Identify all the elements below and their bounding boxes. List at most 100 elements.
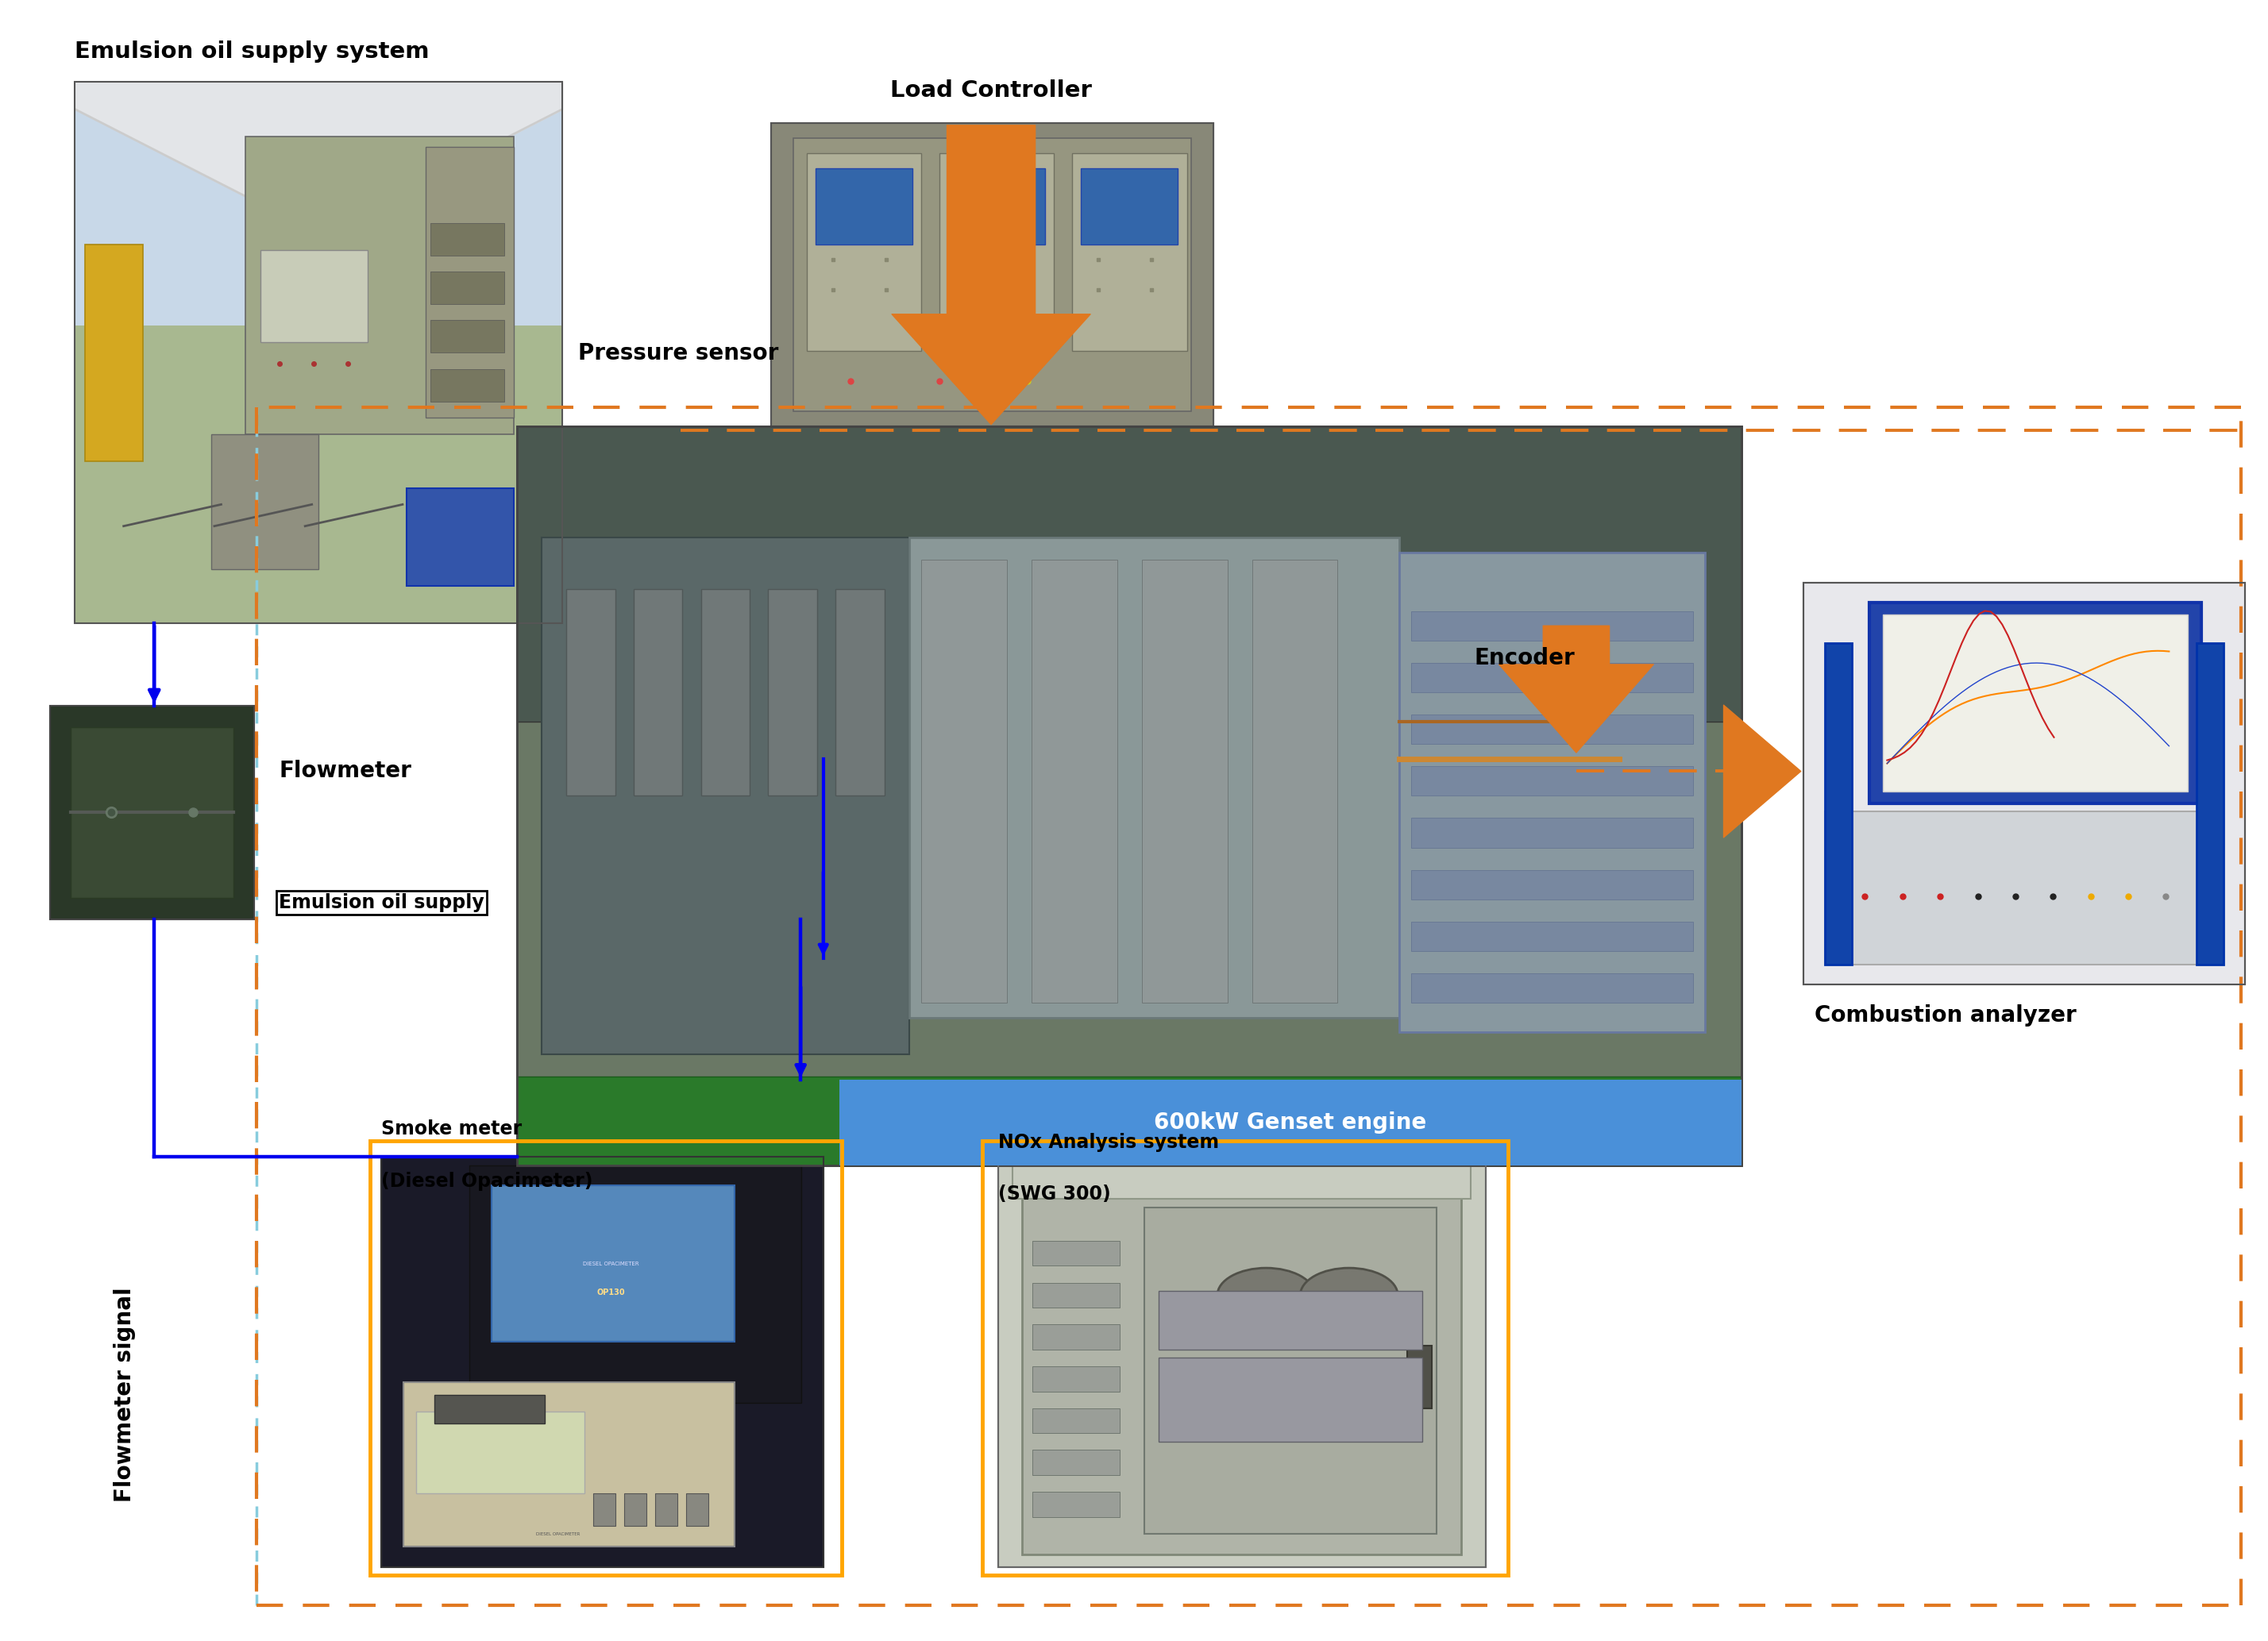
Bar bbox=[1082, 169, 1177, 245]
Text: 600kW Genset engine: 600kW Genset engine bbox=[1154, 1111, 1427, 1134]
Bar bbox=[1073, 154, 1186, 351]
Bar bbox=[70, 727, 234, 898]
Bar bbox=[1411, 870, 1692, 899]
Bar bbox=[1032, 1367, 1120, 1392]
Bar bbox=[1399, 553, 1706, 1032]
Bar bbox=[406, 489, 513, 586]
Text: OP130: OP130 bbox=[596, 1288, 626, 1296]
Text: Load Controller: Load Controller bbox=[891, 79, 1091, 102]
Text: Flowmeter signal: Flowmeter signal bbox=[113, 1288, 136, 1502]
Bar bbox=[835, 589, 885, 796]
Bar bbox=[469, 1165, 801, 1403]
Bar bbox=[948, 169, 1046, 245]
Bar bbox=[1869, 602, 2200, 804]
Bar bbox=[939, 154, 1055, 351]
Bar bbox=[1159, 1291, 1422, 1349]
Bar bbox=[1143, 1208, 1438, 1534]
Bar bbox=[998, 1149, 1486, 1567]
Bar bbox=[517, 427, 1742, 1165]
Bar bbox=[839, 1080, 1742, 1165]
Bar bbox=[492, 1185, 735, 1342]
Bar bbox=[381, 1157, 823, 1567]
Bar bbox=[75, 327, 562, 624]
Bar bbox=[1032, 1241, 1120, 1265]
Bar bbox=[1826, 812, 2223, 965]
Bar bbox=[1411, 610, 1692, 640]
Bar bbox=[211, 435, 318, 569]
Bar bbox=[624, 1493, 646, 1526]
Bar bbox=[50, 706, 254, 919]
Bar bbox=[1411, 922, 1692, 952]
Bar bbox=[370, 1140, 841, 1575]
Bar bbox=[245, 136, 513, 433]
Bar bbox=[771, 123, 1213, 427]
Bar bbox=[542, 538, 909, 1055]
Bar bbox=[982, 1140, 1508, 1575]
Bar bbox=[2198, 643, 2223, 965]
Bar bbox=[633, 589, 683, 796]
Bar bbox=[84, 245, 143, 461]
Text: DIESEL OPACIMETER: DIESEL OPACIMETER bbox=[583, 1262, 640, 1265]
Bar bbox=[1411, 715, 1692, 745]
Bar bbox=[1882, 615, 2189, 791]
Bar bbox=[517, 427, 1742, 1165]
Bar bbox=[1411, 817, 1692, 847]
Bar bbox=[75, 82, 562, 624]
Bar bbox=[433, 1395, 544, 1423]
Bar bbox=[1032, 1492, 1120, 1516]
Bar bbox=[1411, 973, 1692, 1003]
Ellipse shape bbox=[1218, 1268, 1315, 1323]
Bar bbox=[771, 123, 1213, 427]
Bar bbox=[1411, 766, 1692, 796]
Text: Smoke meter: Smoke meter bbox=[381, 1119, 522, 1139]
Text: Combustion analyzer: Combustion analyzer bbox=[1814, 1004, 2075, 1027]
Text: Pressure sensor: Pressure sensor bbox=[578, 341, 778, 364]
Bar bbox=[75, 82, 562, 327]
Text: DIESEL OPACIMETER: DIESEL OPACIMETER bbox=[535, 1533, 581, 1536]
Bar bbox=[1252, 560, 1338, 1003]
Bar bbox=[1408, 1346, 1431, 1408]
Text: Emulsion oil supply system: Emulsion oil supply system bbox=[75, 39, 429, 62]
Bar bbox=[426, 148, 513, 418]
Bar bbox=[1023, 1157, 1461, 1554]
Bar bbox=[909, 537, 1399, 1017]
Text: Flowmeter: Flowmeter bbox=[279, 760, 411, 783]
Bar bbox=[1826, 643, 1851, 965]
Bar bbox=[431, 369, 503, 402]
Bar bbox=[1159, 1359, 1422, 1442]
Ellipse shape bbox=[1300, 1268, 1397, 1323]
Bar bbox=[1032, 560, 1118, 1003]
Bar bbox=[50, 706, 254, 919]
Bar bbox=[701, 589, 751, 796]
Text: Emulsion oil supply: Emulsion oil supply bbox=[279, 893, 485, 912]
Bar bbox=[687, 1493, 708, 1526]
Bar bbox=[816, 169, 912, 245]
Text: NOx Analysis system: NOx Analysis system bbox=[998, 1132, 1218, 1152]
Bar bbox=[404, 1382, 735, 1546]
Bar bbox=[921, 560, 1007, 1003]
Bar bbox=[594, 1493, 615, 1526]
Bar bbox=[1803, 583, 2245, 985]
Bar bbox=[1032, 1451, 1120, 1475]
Bar bbox=[1012, 1157, 1472, 1200]
Bar bbox=[517, 1076, 1742, 1165]
Bar bbox=[431, 272, 503, 304]
Bar bbox=[807, 154, 921, 351]
Bar bbox=[381, 1157, 823, 1567]
Bar bbox=[655, 1493, 678, 1526]
Bar bbox=[1032, 1324, 1120, 1349]
Bar bbox=[417, 1411, 585, 1493]
Bar bbox=[431, 223, 503, 256]
Bar bbox=[1032, 1408, 1120, 1433]
Text: Encoder: Encoder bbox=[1474, 647, 1574, 670]
Bar bbox=[1803, 583, 2245, 985]
Bar bbox=[998, 1149, 1486, 1567]
Bar bbox=[261, 249, 367, 341]
Text: (SWG 300): (SWG 300) bbox=[998, 1185, 1111, 1204]
Bar bbox=[1411, 663, 1692, 693]
Bar bbox=[1141, 560, 1227, 1003]
Bar bbox=[517, 427, 1742, 722]
Bar bbox=[431, 320, 503, 353]
Bar bbox=[794, 138, 1191, 412]
Bar bbox=[769, 589, 816, 796]
